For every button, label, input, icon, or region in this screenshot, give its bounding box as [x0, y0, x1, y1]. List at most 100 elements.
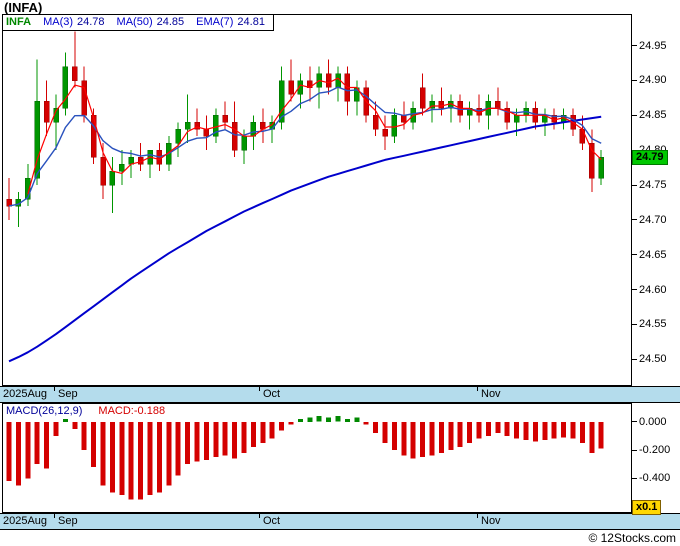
candlestick [137, 143, 144, 172]
macd-tick-label: -0.400 [639, 472, 671, 485]
macd-bar [91, 421, 97, 467]
macd-bar [15, 421, 21, 486]
ticker-title: (INFA) [4, 0, 43, 15]
macd-bar [335, 416, 341, 422]
candlestick [53, 94, 59, 151]
legend-ema7-value: 24.81 [237, 16, 265, 28]
macd-legend: MACD(26,12,9) MACD:-0.188 [6, 405, 165, 417]
legend-ma50-value: 24.85 [156, 16, 185, 28]
macd-bar [288, 421, 294, 425]
macd-bar [476, 421, 482, 439]
macd-bar [373, 421, 379, 434]
macd-bar [203, 421, 209, 460]
macd-tick-label: 0.000 [639, 415, 667, 428]
macd-bar [232, 421, 238, 459]
macd-bar [6, 421, 12, 482]
macd-bar [504, 421, 510, 436]
candlestick [504, 101, 510, 130]
candlestick [316, 66, 322, 109]
macd-bar [561, 421, 567, 438]
macd-bar [382, 421, 388, 443]
candlestick [354, 80, 360, 116]
x-axis-band-bottom: 2025Aug Sep Oct Nov [0, 513, 680, 530]
month-tick [259, 514, 260, 518]
price-tick-label: 24.70 [639, 213, 667, 226]
candlestick [382, 115, 388, 151]
candlestick [476, 94, 482, 123]
macd-bar [260, 421, 266, 443]
copyright-link[interactable]: © 12Stocks.com [588, 531, 676, 545]
macd-bar [438, 421, 444, 453]
tick-mark [632, 449, 637, 451]
macd-bar [457, 421, 463, 448]
tick-mark [632, 219, 637, 221]
tick-mark [632, 79, 637, 81]
month-label: 2025Aug [3, 515, 48, 527]
macd-bar [467, 421, 473, 443]
macd-bar [185, 421, 191, 465]
price-chart-canvas [6, 31, 604, 363]
candlestick [62, 52, 69, 116]
legend-symbol: INFA [6, 16, 32, 28]
candlestick [429, 94, 435, 123]
price-tick: 24.75 [632, 179, 667, 191]
macd-bar [297, 419, 303, 422]
candlestick [438, 87, 445, 116]
candlestick [278, 66, 285, 130]
price-tick-label: 24.60 [639, 283, 667, 296]
macd-bar [344, 419, 350, 422]
macd-bar [589, 421, 595, 453]
macd-bar [485, 421, 491, 436]
macd-bar [420, 421, 426, 458]
macd-bar [551, 421, 557, 439]
candlestick [372, 101, 379, 137]
candlestick [485, 94, 492, 130]
price-tick-label: 24.95 [639, 39, 667, 52]
macd-bar [598, 421, 604, 449]
macd-bar [250, 421, 256, 448]
macd-bar [401, 421, 407, 456]
macd-bar [307, 417, 313, 422]
price-legend: INFA MA(3) 24.78 MA(50) 24.85 EMA(7) 24.81 [3, 15, 274, 31]
tick-mark [632, 421, 637, 423]
month-label: Nov [481, 388, 501, 400]
macd-bar [109, 421, 115, 493]
macd-bar [147, 421, 153, 496]
macd-bar [354, 417, 360, 422]
price-chart: INFA MA(3) 24.78 MA(50) 24.85 EMA(7) 24.81 [2, 14, 632, 386]
price-tick: 24.90 [632, 74, 667, 86]
month-tick [259, 387, 260, 391]
macd-bar [410, 421, 416, 459]
legend-ema7-label: EMA(7) [196, 16, 234, 28]
ma3-line [27, 77, 602, 195]
x-axis-band-top: 2025Aug Sep Oct Nov [0, 386, 680, 403]
macd-bar [72, 421, 78, 429]
macd-bar [100, 421, 106, 486]
tick-mark [632, 289, 637, 291]
macd-bar [156, 421, 162, 493]
macd-tick: -0.200 [632, 444, 670, 456]
macd-bar [25, 421, 31, 479]
candlestick [34, 59, 40, 185]
last-price-badge: 24.79 [632, 150, 668, 166]
price-tick-label: 24.50 [639, 353, 667, 366]
macd-bar [175, 421, 181, 476]
price-tick-label: 24.75 [639, 179, 667, 192]
legend-ma50-label: MA(50) [116, 16, 153, 28]
macd-bar [391, 421, 397, 450]
macd-bar [53, 421, 59, 436]
candlestick [589, 129, 595, 192]
macd-bar [542, 421, 548, 441]
price-tick-label: 24.55 [639, 318, 667, 331]
macd-scale-badge: x0.1 [632, 500, 662, 515]
candlestick [335, 66, 341, 102]
month-label: Sep [58, 515, 78, 527]
legend-ma3-label: MA(3) [43, 16, 74, 28]
price-tick-label: 24.90 [639, 74, 667, 87]
tick-mark [632, 477, 637, 479]
candlestick [203, 115, 210, 151]
candlestick [260, 108, 266, 144]
month-label: Oct [263, 388, 281, 400]
candlestick [466, 101, 473, 130]
